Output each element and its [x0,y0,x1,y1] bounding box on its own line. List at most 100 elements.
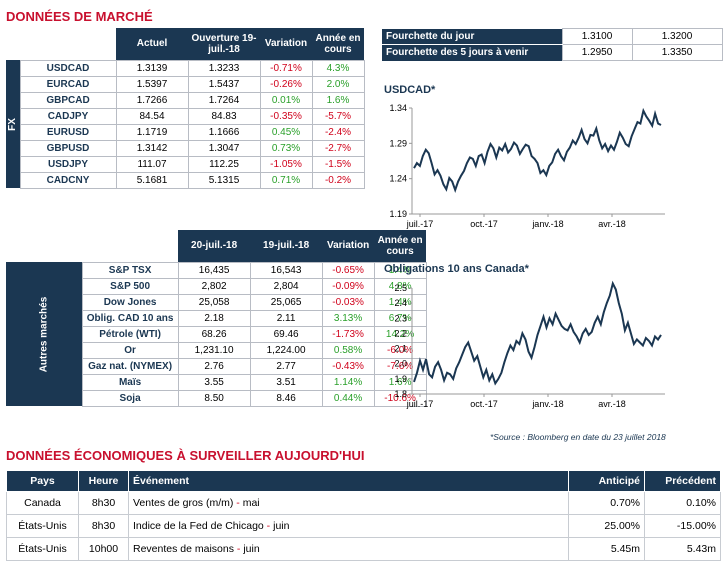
bond-chart: 1.8 1.9 2.0 2.1 2.2 2.3 2.4 2.5 juil.-17 oct.-17 j… [394,280,665,409]
y-tick-label: 2.3 [394,313,407,323]
fx-ouverture: 1.5437 [187,75,261,93]
fx-pair-name: USDJPY [19,155,117,173]
fx-ouverture: 112.25 [187,155,261,173]
other-market-name: Soja [81,389,179,407]
x-tick-label: avr.-18 [598,219,626,229]
fx-pair-name: CADJPY [19,107,117,125]
range-label-day: Fourchette du jour [382,28,562,45]
other-row: Soja 8.50 8.46 0.44% -10.6% [6,389,427,407]
other-value-date1: 1,231.10 [177,341,251,359]
fx-actuel: 1.7266 [115,91,189,109]
other-value-date2: 8.46 [249,389,323,407]
fx-actuel: 1.5397 [115,75,189,93]
econ-header-heure: Heure [78,470,129,492]
econ-pays: Canada [6,491,79,515]
fx-annee: -2.7% [311,139,365,157]
fx-side-label: FX [6,60,20,188]
fx-ouverture: 1.1666 [187,123,261,141]
other-annee: 14.2% [373,325,427,343]
fx-annee: -0.2% [311,171,365,189]
other-value-date1: 2.18 [177,309,251,327]
other-row: Oblig. CAD 10 ans 2.18 2.11 3.13% 6.7% [6,309,427,327]
fx-actuel: 1.1719 [115,123,189,141]
other-value-date2: 3.51 [249,373,323,391]
fx-variation: -0.71% [259,59,313,77]
econ-event-name: Indice de la Fed de Chicago [133,520,264,532]
econ-row: États-Unis 10h00 Reventes de maisons - jui… [6,537,721,561]
econ-header-evenement: Événement [128,470,569,492]
econ-pays: États-Unis [6,514,79,538]
other-variation: -0.03% [321,293,375,311]
y-tick-label: 1.9 [394,374,407,384]
y-tick-label: 2.2 [394,328,407,338]
other-market-name: Dow Jones [81,293,179,311]
usdcad-chart: 1.19 1.24 1.29 1.34 juil.-17 oct.-17 janv.-18 a… [389,103,665,229]
econ-event-period: juin [243,543,260,555]
other-row: Autres marchés S&P TSX 16,435 16,543 -0.65% 1… [6,261,427,406]
other-value-date2: 2,804 [249,277,323,295]
range-label-5days: Fourchette des 5 jours à venir [382,44,562,61]
econ-evenement: Indice de la Fed de Chicago - juin [128,514,569,538]
other-value-date1: 68.26 [177,325,251,343]
fx-annee: 2.0% [311,75,365,93]
econ-event-name: Ventes de gros (m/m) [133,497,234,509]
other-header-date1: 20-juil.-18 [178,230,251,262]
fx-header-variation: Variation [260,28,312,60]
other-value-date2: 2.11 [249,309,323,327]
other-annee: 1.6% [373,373,427,391]
fx-header-annee: Année en cours [312,28,364,60]
bond-chart-title: Obligations 10 ans Canada* [384,263,529,275]
econ-row: Canada 8h30 Ventes de gros (m/m) - mai 0.70… [6,491,721,515]
econ-heure: 8h30 [78,491,129,515]
other-markets-table: 20-juil.-18 19-juil.-18 Variation Année … [6,230,427,407]
other-header-variation: Variation [322,230,375,262]
fx-variation: -1.05% [259,155,313,173]
range-day-low: 1.3100 [561,28,633,45]
fx-table: Actuel Ouverture 19-juil.-18 Variation A… [6,28,365,189]
other-variation: -1.73% [321,325,375,343]
y-tick-label: 1.19 [389,209,407,219]
fx-variation: -0.26% [259,75,313,93]
econ-anticipe: 5.45m [568,537,645,561]
fx-ouverture: 84.83 [187,107,261,125]
y-tick-label: 2.4 [394,298,407,308]
range-table: Fourchette du jour 1.3100 1.3200 Fourche… [382,28,723,61]
fx-annee: -2.4% [311,123,365,141]
fx-actuel: 1.3139 [115,59,189,77]
econ-row: États-Unis 8h30 Indice de la Fed de Chicag… [6,514,721,538]
fx-row: EURCAD 1.5397 1.5437 -0.26% 2.0% [6,75,365,93]
other-market-name: Or [81,341,179,359]
other-market-name: Pétrole (WTI) [81,325,179,343]
other-variation: -0.09% [321,277,375,295]
other-row: Pétrole (WTI) 68.26 69.46 -1.73% 14.2% [6,325,427,343]
other-variation: -0.65% [321,261,375,279]
x-tick-label: avr.-18 [598,399,626,409]
econ-precedent: 0.10% [644,491,721,515]
other-market-name: Maïs [81,373,179,391]
other-value-date2: 16,543 [249,261,323,279]
other-market-name: Gaz nat. (NYMEX) [81,357,179,375]
fx-variation: -0.35% [259,107,313,125]
fx-annee: 4.3% [311,59,365,77]
econ-precedent: -15.00% [644,514,721,538]
fx-actuel: 111.07 [115,155,189,173]
other-variation: 1.14% [321,373,375,391]
other-row: Dow Jones 25,058 25,065 -0.03% 1.4% [6,293,427,311]
fx-actuel: 1.3142 [115,139,189,157]
econ-heure: 10h00 [78,537,129,561]
series-line [413,280,662,386]
fx-ouverture: 1.3047 [187,139,261,157]
range-day-high: 1.3200 [631,28,723,45]
y-tick-label: 2.0 [394,359,407,369]
econ-evenement: Reventes de maisons - juin [128,537,569,561]
econ-header-precedent: Précédent [644,470,721,492]
econ-header-anticipe: Anticipé [568,470,645,492]
range-5days-low: 1.2950 [561,44,633,61]
fx-pair-name: GBPUSD [19,139,117,157]
fx-pair-name: EURUSD [19,123,117,141]
other-value-date1: 16,435 [177,261,251,279]
other-annee: -6.0% [373,341,427,359]
fx-annee: -5.7% [311,107,365,125]
fx-row: EURUSD 1.1719 1.1666 0.45% -2.4% [6,123,365,141]
other-value-date1: 3.55 [177,373,251,391]
